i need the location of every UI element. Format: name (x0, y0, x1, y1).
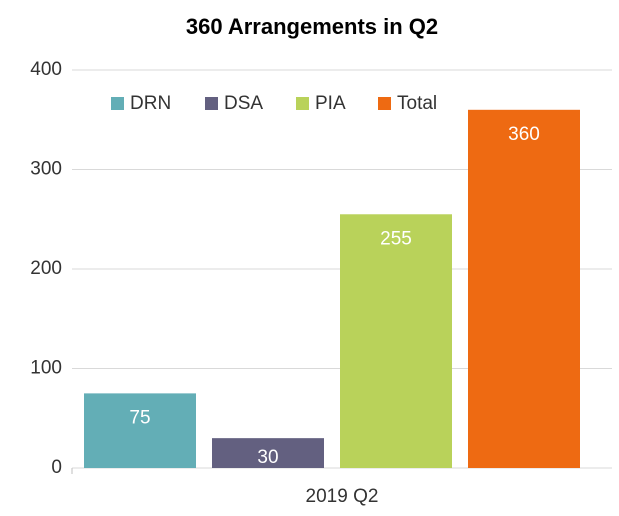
bar (84, 393, 196, 468)
y-tick-label: 300 (30, 159, 62, 180)
legend-swatch (378, 97, 391, 110)
legend-label: PIA (315, 93, 346, 114)
y-tick-label: 0 (51, 457, 62, 478)
value-label: 255 (380, 228, 412, 249)
value-label: 360 (508, 124, 540, 145)
legend-swatch (111, 97, 124, 110)
bar (468, 109, 580, 469)
value-label: 30 (257, 447, 278, 468)
legend-swatch (296, 97, 309, 110)
legend-label: DRN (130, 93, 171, 114)
x-tick-label: 2019 Q2 (306, 486, 379, 507)
legend-label: Total (397, 93, 437, 114)
legend-label: DSA (224, 93, 263, 114)
legend-swatch (205, 97, 218, 110)
value-label: 75 (129, 407, 150, 428)
chart-title: 360 Arrangements in Q2 (186, 14, 438, 39)
y-tick-label: 200 (30, 258, 62, 279)
bar (212, 438, 324, 468)
bar (340, 214, 452, 468)
y-tick-label: 100 (30, 358, 62, 379)
y-tick-label: 400 (30, 59, 62, 80)
